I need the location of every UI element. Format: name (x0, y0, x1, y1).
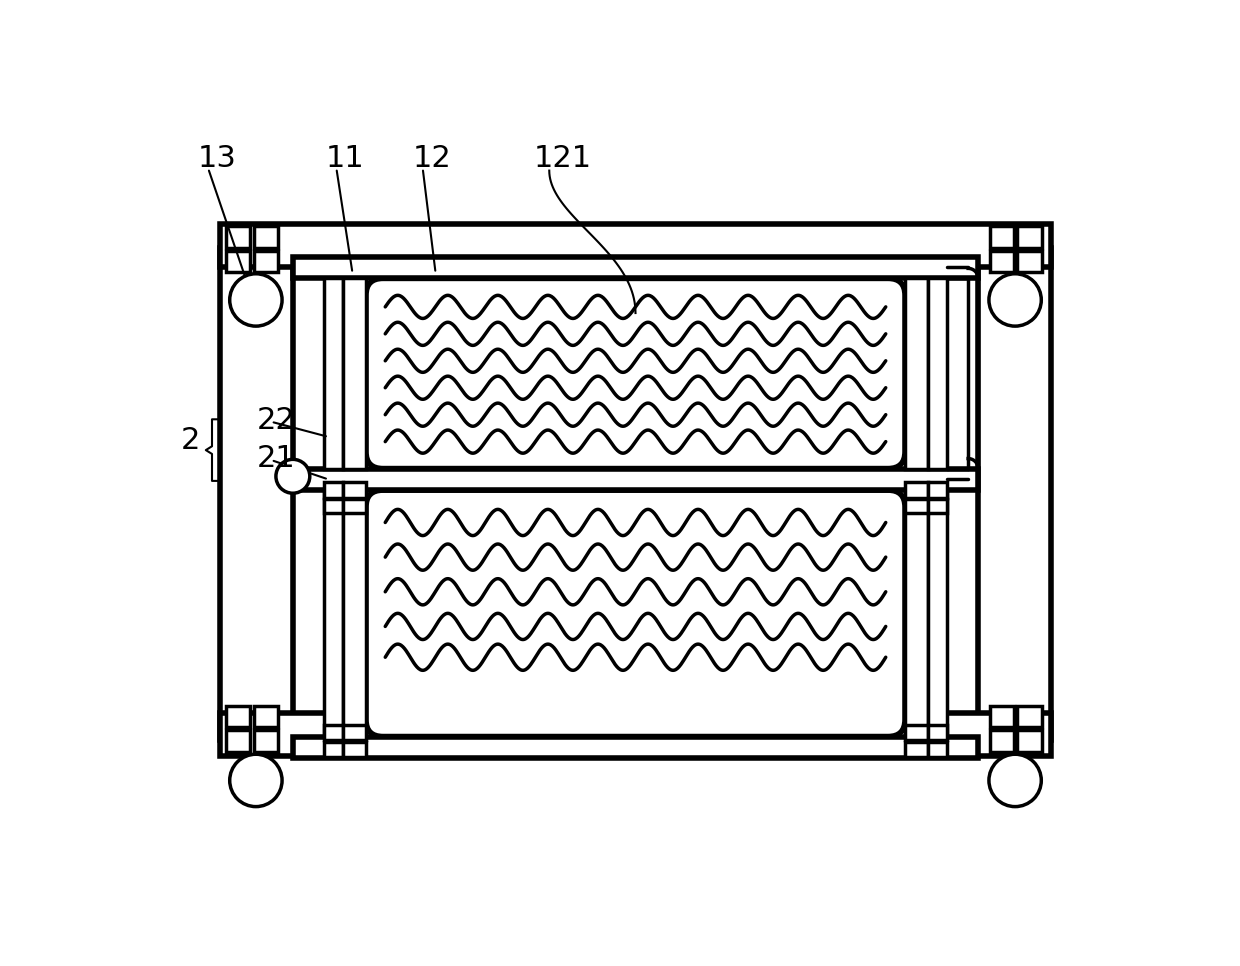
Bar (324, 725, 343, 740)
Bar (253, 226, 278, 247)
Bar (253, 250, 278, 272)
Text: 13: 13 (198, 144, 237, 173)
Bar (1017, 730, 1042, 752)
Bar (293, 257, 978, 278)
Bar (324, 499, 343, 513)
Bar (1017, 226, 1042, 247)
Circle shape (277, 460, 310, 494)
Circle shape (229, 754, 281, 807)
Bar (219, 224, 1052, 267)
Bar (905, 499, 928, 513)
Bar (226, 706, 250, 727)
Bar (990, 706, 1014, 727)
Text: 11: 11 (326, 144, 365, 173)
Bar (324, 278, 343, 469)
Bar (226, 226, 250, 247)
Bar (905, 482, 928, 497)
Bar (990, 250, 1014, 272)
Bar (928, 278, 947, 469)
Bar (928, 725, 947, 740)
Text: 2: 2 (181, 426, 201, 455)
Bar (905, 490, 928, 736)
Bar (978, 247, 1052, 740)
Bar (928, 742, 947, 757)
Circle shape (990, 754, 1042, 807)
Circle shape (229, 273, 281, 327)
Bar (905, 278, 928, 469)
Circle shape (990, 273, 1042, 327)
Bar (253, 706, 278, 727)
Bar (1017, 250, 1042, 272)
Bar (226, 250, 250, 272)
Bar (324, 482, 343, 497)
Bar (928, 499, 947, 513)
Bar (226, 730, 250, 752)
Bar (253, 730, 278, 752)
Bar (343, 482, 366, 497)
Bar (343, 725, 366, 740)
Bar (219, 247, 293, 740)
Bar (324, 742, 343, 757)
Text: 12: 12 (412, 144, 451, 173)
Bar (928, 482, 947, 497)
Bar (990, 226, 1014, 247)
Bar (343, 490, 366, 736)
Bar (905, 725, 928, 740)
Bar (293, 736, 978, 758)
Bar (343, 499, 366, 513)
FancyBboxPatch shape (366, 490, 905, 736)
Bar (219, 714, 1052, 755)
FancyBboxPatch shape (366, 278, 905, 469)
Bar (343, 742, 366, 757)
Text: 22: 22 (257, 406, 295, 435)
Bar (324, 490, 343, 736)
Bar (293, 469, 978, 490)
Bar (990, 730, 1014, 752)
Text: 21: 21 (257, 444, 295, 473)
Text: 121: 121 (534, 144, 591, 173)
Bar (343, 278, 366, 469)
Bar (928, 490, 947, 736)
Bar (1017, 706, 1042, 727)
Bar (905, 742, 928, 757)
